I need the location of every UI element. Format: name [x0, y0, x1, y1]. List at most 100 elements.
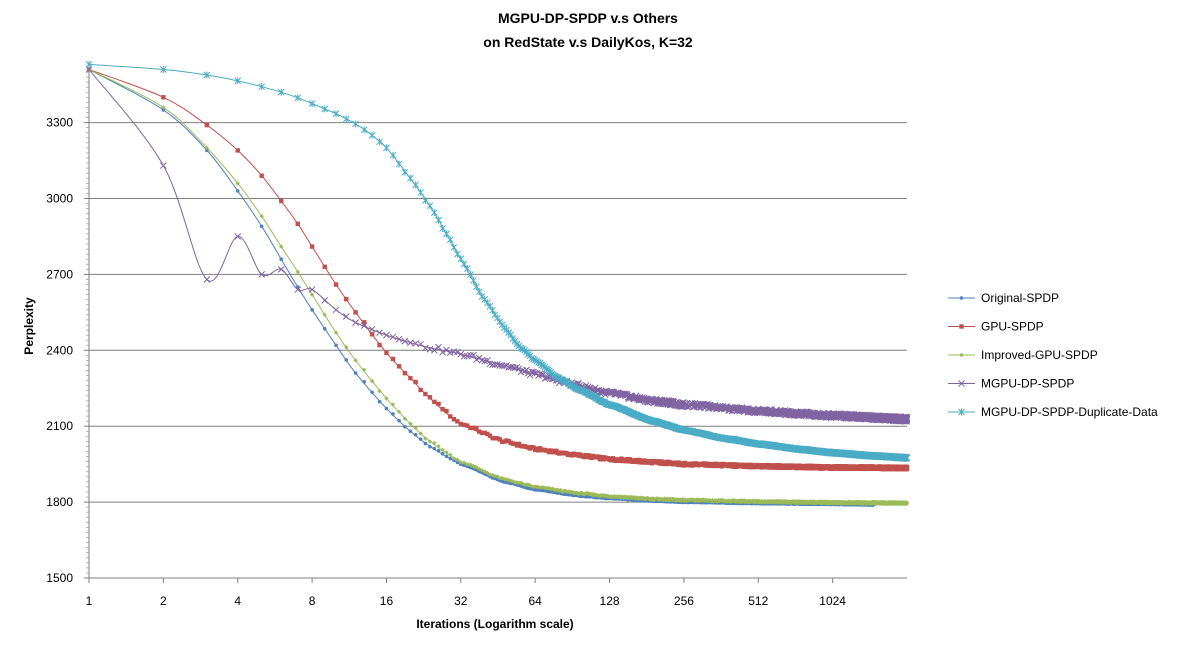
data-point [904, 466, 910, 471]
chart-subtitle: on RedState v.s DailyKos, K=32 [483, 34, 693, 50]
data-point [461, 460, 467, 465]
data-point [440, 447, 445, 453]
series-line [88, 63, 908, 459]
data-point [527, 483, 533, 488]
data-point [396, 409, 402, 415]
data-point [439, 348, 446, 356]
data-point [377, 388, 382, 394]
data-point [436, 449, 441, 453]
data-point [377, 399, 382, 404]
data-point [450, 243, 458, 251]
data-point [413, 432, 418, 437]
data-point [390, 356, 396, 362]
y-tick-label: 3000 [46, 192, 73, 206]
data-point [310, 308, 314, 312]
data-point [560, 489, 566, 495]
data-point [432, 446, 437, 451]
data-point [361, 367, 367, 372]
data-point [448, 452, 453, 457]
data-point [479, 430, 485, 436]
data-point [567, 489, 572, 494]
data-point [448, 414, 453, 419]
data-point [361, 320, 367, 325]
data-point [477, 429, 482, 434]
data-point [259, 173, 264, 178]
series-mgpu-dp-spdp [85, 66, 911, 425]
data-point [471, 425, 476, 431]
data-point [440, 407, 445, 412]
data-point [507, 363, 515, 371]
data-point [369, 378, 375, 384]
data-point [460, 260, 468, 268]
data-point [204, 122, 210, 128]
data-point [321, 105, 329, 113]
x-tick-label: 16 [380, 594, 394, 608]
data-point [368, 325, 376, 333]
data-point [454, 250, 461, 258]
data-point [203, 276, 211, 283]
data-point [432, 440, 437, 446]
data-point [451, 456, 457, 461]
data-point [408, 375, 413, 381]
data-point [403, 424, 407, 429]
data-point [432, 399, 437, 405]
data-point [435, 343, 442, 351]
data-point [294, 286, 302, 293]
data-point [530, 368, 537, 376]
data-point [465, 461, 470, 467]
data-point [436, 444, 441, 449]
series-improved-gpu-spdp [86, 67, 910, 507]
data-point [259, 214, 264, 219]
data-point [470, 351, 477, 359]
data-point [439, 224, 446, 232]
data-point [482, 430, 487, 436]
data-point [457, 255, 465, 263]
data-point [235, 181, 240, 186]
data-point [85, 66, 93, 73]
chart-title: MGPU-DP-SPDP v.s Others [498, 10, 678, 26]
data-point [458, 421, 464, 427]
data-point [418, 431, 423, 436]
data-point [377, 342, 382, 348]
data-point [408, 421, 413, 426]
data-point [490, 435, 495, 441]
data-point [360, 126, 368, 134]
data-point [538, 371, 546, 378]
data-point [558, 487, 563, 493]
y-tick-label: 3300 [46, 116, 73, 130]
x-tick-label: 256 [674, 594, 694, 608]
data-point [402, 370, 408, 376]
y-tick-label: 1500 [46, 571, 73, 585]
data-point [430, 346, 438, 354]
data-point [308, 100, 316, 108]
data-point [353, 358, 358, 363]
data-point [235, 189, 240, 193]
data-point [401, 168, 409, 176]
data-point [332, 110, 340, 118]
x-tick-label: 4 [234, 594, 241, 608]
data-point [430, 209, 438, 217]
data-point [384, 406, 389, 411]
data-point [423, 441, 428, 446]
data-point [360, 322, 368, 329]
data-point [423, 436, 428, 441]
data-point [161, 108, 166, 112]
data-point [279, 198, 284, 204]
x-tick-label: 64 [529, 594, 543, 608]
data-point [465, 423, 470, 428]
y-tick-label: 2100 [46, 419, 73, 433]
data-point [443, 230, 450, 238]
x-tick-label: 1024 [819, 594, 846, 608]
data-point [352, 120, 359, 128]
data-point [322, 312, 327, 318]
data-point [484, 357, 491, 364]
data-point [376, 329, 383, 337]
data-point [295, 269, 300, 275]
data-point [427, 439, 433, 444]
data-point [321, 297, 329, 304]
data-point [160, 162, 167, 169]
x-axis-label: Iterations (Logarithm scale) [416, 617, 573, 631]
data-point [520, 481, 525, 486]
series-mgpu-dp-spdp-duplicate-data [85, 60, 911, 462]
